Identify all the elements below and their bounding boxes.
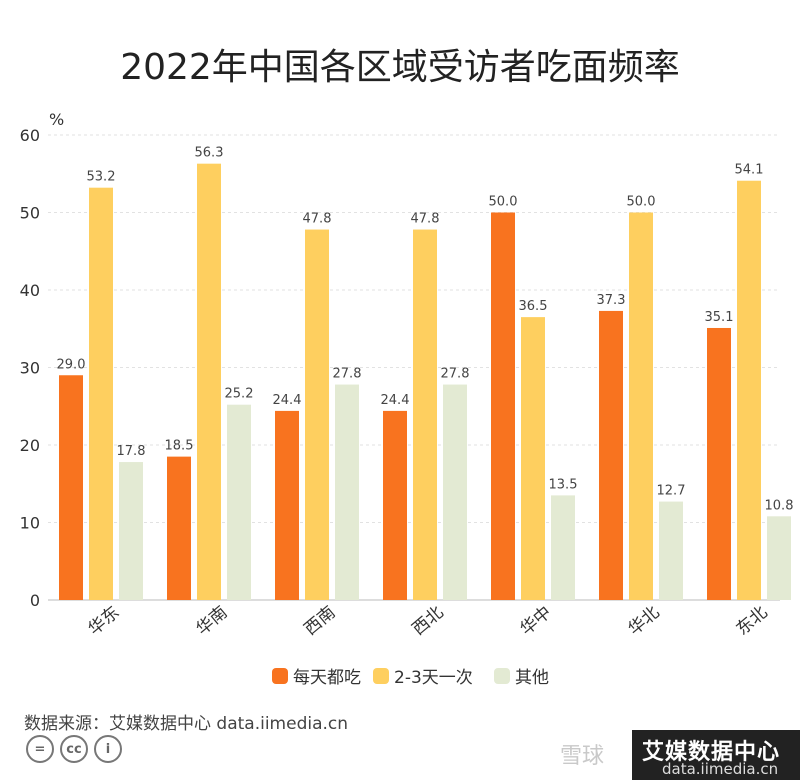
bar	[89, 187, 113, 600]
x-tick-label: 华北	[625, 602, 664, 639]
data-label: 54.1	[735, 163, 764, 178]
data-label: 56.3	[195, 146, 224, 161]
iimedia-logo: 艾媒数据中心 data.iimedia.cn	[632, 730, 800, 780]
data-label: 29.0	[57, 357, 86, 372]
x-tick-label: 西南	[301, 602, 340, 639]
data-label: 24.4	[381, 393, 410, 408]
data-label: 27.8	[333, 367, 362, 382]
data-label: 37.3	[597, 293, 626, 308]
bar	[197, 163, 221, 601]
bar	[413, 229, 437, 601]
cc-equal-icon: =	[26, 735, 54, 763]
data-label: 47.8	[303, 212, 332, 227]
bar	[737, 180, 761, 600]
bar	[629, 212, 653, 600]
bar	[599, 310, 623, 600]
bar	[707, 327, 731, 600]
data-label: 50.0	[627, 195, 656, 210]
y-tick-label: 50	[20, 204, 40, 223]
data-label: 13.5	[549, 477, 578, 492]
legend-swatch	[494, 668, 510, 684]
bar	[305, 229, 329, 601]
cc-icon: cc	[60, 735, 88, 763]
legend-label: 每天都吃	[293, 668, 361, 688]
y-tick-label: 30	[20, 359, 40, 378]
legend-swatch	[373, 668, 389, 684]
x-tick-label: 华东	[85, 602, 124, 639]
legend-label: 2-3天一次	[394, 668, 473, 688]
data-label: 12.7	[657, 484, 686, 499]
data-label: 25.2	[225, 387, 254, 402]
y-tick-label: 20	[20, 436, 40, 455]
bar	[521, 317, 545, 600]
bar	[659, 501, 683, 600]
y-tick-label: 10	[20, 514, 40, 533]
x-tick-label: 华南	[193, 602, 232, 639]
data-label: 24.4	[273, 393, 302, 408]
y-tick-label: 0	[30, 591, 40, 610]
data-label: 47.8	[411, 212, 440, 227]
bar	[227, 404, 251, 600]
data-label: 50.0	[489, 195, 518, 210]
data-label: 53.2	[87, 170, 116, 185]
bar	[383, 410, 407, 600]
bar	[275, 410, 299, 600]
y-axis-unit: %	[49, 110, 64, 129]
y-tick-label: 60	[20, 126, 40, 145]
x-tick-label: 东北	[733, 602, 772, 639]
license-icons: = cc i	[26, 735, 122, 763]
legend-swatch	[272, 668, 288, 684]
bar	[59, 375, 83, 600]
bar	[443, 384, 467, 600]
x-tick-label: 华中	[517, 602, 556, 639]
bar	[551, 495, 575, 600]
chart-title: 2022年中国各区域受访者吃面频率	[120, 47, 680, 88]
legend-label: 其他	[515, 668, 549, 688]
watermark-text: 雪球	[560, 744, 605, 769]
data-label: 36.5	[519, 299, 548, 314]
bar	[167, 456, 191, 600]
data-label: 35.1	[705, 310, 734, 325]
bar-chart: 0 10 20 30 40 50 60% 29.0 53.2 17.8 华东 18.5 56.3 25.2…	[20, 110, 794, 688]
data-label: 10.8	[765, 498, 794, 513]
data-label: 17.8	[117, 444, 146, 459]
bar	[335, 384, 359, 600]
data-label: 18.5	[165, 439, 194, 454]
bar	[119, 462, 143, 600]
x-tick-label: 西北	[409, 602, 448, 639]
bar	[767, 516, 791, 600]
data-label: 27.8	[441, 367, 470, 382]
y-tick-label: 40	[20, 281, 40, 300]
cc-attribution-icon: i	[94, 735, 122, 763]
bar	[491, 212, 515, 600]
data-source: 数据来源：艾媒数据中心 data.iimedia.cn	[24, 714, 349, 734]
